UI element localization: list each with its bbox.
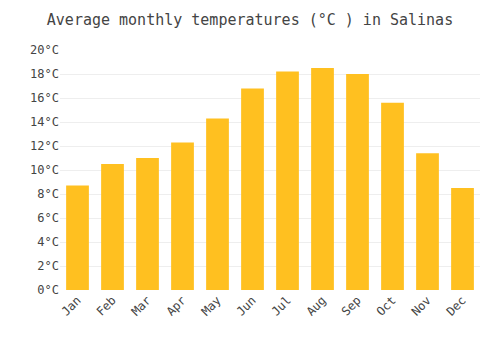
svg-text:4°C: 4°C <box>37 235 59 249</box>
svg-text:20°C: 20°C <box>30 43 59 57</box>
svg-text:Jun: Jun <box>234 293 259 318</box>
svg-text:Dec: Dec <box>444 293 469 318</box>
svg-text:Sep: Sep <box>339 293 364 318</box>
svg-text:Aug: Aug <box>304 293 329 318</box>
svg-text:8°C: 8°C <box>37 187 59 201</box>
svg-text:18°C: 18°C <box>30 67 59 81</box>
svg-text:2°C: 2°C <box>37 259 59 273</box>
svg-text:Average monthly temperatures (: Average monthly temperatures (°C ) in Sa… <box>47 11 453 29</box>
svg-text:Nov: Nov <box>409 293 434 318</box>
svg-text:12°C: 12°C <box>30 139 59 153</box>
svg-text:Mar: Mar <box>129 293 154 318</box>
svg-text:16°C: 16°C <box>30 91 59 105</box>
svg-text:6°C: 6°C <box>37 211 59 225</box>
svg-text:Jan: Jan <box>59 293 84 318</box>
svg-text:Apr: Apr <box>164 293 189 318</box>
svg-text:0°C: 0°C <box>37 283 59 297</box>
svg-text:Feb: Feb <box>94 293 119 318</box>
svg-text:14°C: 14°C <box>30 115 59 129</box>
svg-text:May: May <box>199 293 224 318</box>
svg-text:Oct: Oct <box>374 293 399 318</box>
svg-text:Jul: Jul <box>269 293 294 318</box>
svg-text:10°C: 10°C <box>30 163 59 177</box>
